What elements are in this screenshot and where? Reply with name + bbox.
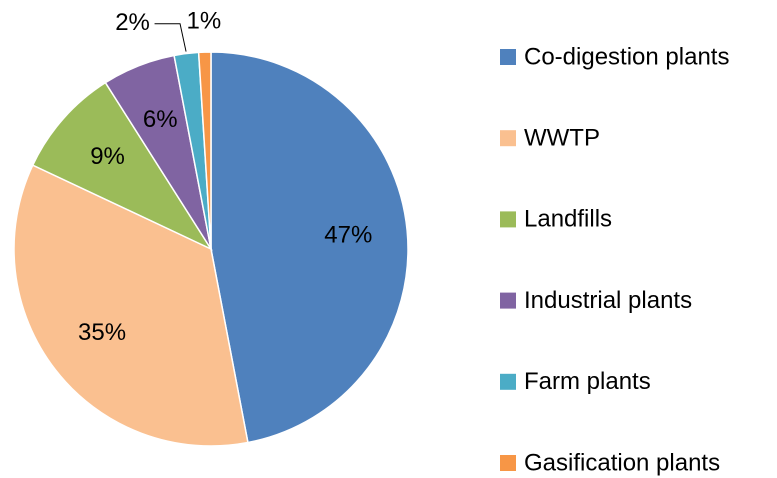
legend-label: Landfills bbox=[524, 206, 612, 233]
legend-label: Co-digestion plants bbox=[524, 43, 729, 70]
legend-swatch bbox=[500, 455, 516, 471]
legend-swatch bbox=[500, 373, 516, 390]
data-label: 1% bbox=[187, 7, 222, 34]
data-label: 47% bbox=[324, 221, 372, 248]
legend-swatch bbox=[500, 211, 516, 228]
pie-slice bbox=[197, 51, 212, 250]
pie-slice bbox=[13, 164, 249, 447]
legend-label: Gasification plants bbox=[524, 449, 720, 476]
legend-label: Farm plants bbox=[524, 368, 651, 395]
data-label: 6% bbox=[143, 106, 178, 133]
legend-swatch bbox=[500, 130, 516, 147]
legend-swatch bbox=[500, 292, 516, 309]
legend-swatch bbox=[500, 49, 516, 65]
leader-line bbox=[154, 23, 187, 52]
pie-slice bbox=[31, 81, 214, 251]
data-label: 2% bbox=[115, 9, 150, 36]
legend-label: Industrial plants bbox=[524, 287, 692, 314]
data-label: 9% bbox=[90, 143, 125, 170]
legend-label: WWTP bbox=[524, 125, 600, 152]
pie-slice bbox=[210, 51, 409, 444]
data-label: 35% bbox=[78, 319, 126, 346]
